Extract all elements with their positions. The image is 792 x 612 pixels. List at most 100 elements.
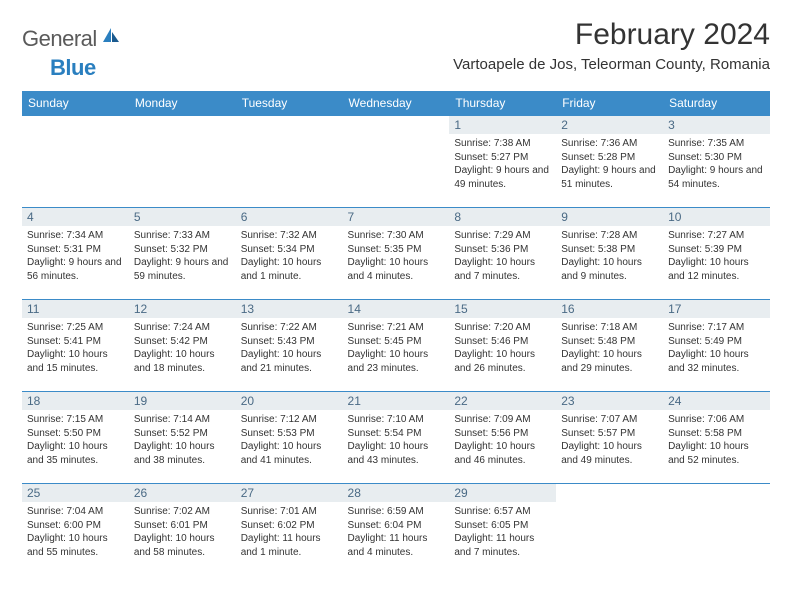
- sunset-text: Sunset: 5:32 PM: [134, 243, 231, 257]
- daylight-text: Daylight: 10 hours and 12 minutes.: [668, 256, 765, 283]
- sunset-text: Sunset: 5:56 PM: [454, 427, 551, 441]
- day-detail: Sunrise: 7:28 AMSunset: 5:38 PMDaylight:…: [556, 226, 663, 283]
- empty-day: [556, 483, 663, 502]
- calendar-cell: [663, 483, 770, 575]
- daylight-text: Daylight: 10 hours and 43 minutes.: [348, 440, 445, 467]
- daylight-text: Daylight: 10 hours and 35 minutes.: [27, 440, 124, 467]
- calendar-cell: 1Sunrise: 7:38 AMSunset: 5:27 PMDaylight…: [449, 115, 556, 207]
- sunrise-text: Sunrise: 7:32 AM: [241, 229, 338, 243]
- day-number: 27: [236, 483, 343, 502]
- calendar-cell: 14Sunrise: 7:21 AMSunset: 5:45 PMDayligh…: [343, 299, 450, 391]
- sunset-text: Sunset: 6:05 PM: [454, 519, 551, 533]
- sunset-text: Sunset: 5:58 PM: [668, 427, 765, 441]
- day-number: 14: [343, 299, 450, 318]
- sunrise-text: Sunrise: 7:04 AM: [27, 505, 124, 519]
- day-number: 1: [449, 115, 556, 134]
- sunrise-text: Sunrise: 7:14 AM: [134, 413, 231, 427]
- daylight-text: Daylight: 10 hours and 26 minutes.: [454, 348, 551, 375]
- sunset-text: Sunset: 5:31 PM: [27, 243, 124, 257]
- day-number: 6: [236, 207, 343, 226]
- day-number: 24: [663, 391, 770, 410]
- calendar-cell: 13Sunrise: 7:22 AMSunset: 5:43 PMDayligh…: [236, 299, 343, 391]
- calendar-cell: 17Sunrise: 7:17 AMSunset: 5:49 PMDayligh…: [663, 299, 770, 391]
- day-header: Saturday: [663, 91, 770, 115]
- day-detail: Sunrise: 7:15 AMSunset: 5:50 PMDaylight:…: [22, 410, 129, 467]
- daylight-text: Daylight: 9 hours and 49 minutes.: [454, 164, 551, 191]
- day-number: 21: [343, 391, 450, 410]
- day-header: Sunday: [22, 91, 129, 115]
- day-number: 2: [556, 115, 663, 134]
- sunrise-text: Sunrise: 7:29 AM: [454, 229, 551, 243]
- day-number: 19: [129, 391, 236, 410]
- day-detail: Sunrise: 7:36 AMSunset: 5:28 PMDaylight:…: [556, 134, 663, 191]
- sunset-text: Sunset: 6:02 PM: [241, 519, 338, 533]
- sunset-text: Sunset: 6:04 PM: [348, 519, 445, 533]
- daylight-text: Daylight: 10 hours and 46 minutes.: [454, 440, 551, 467]
- day-header: Tuesday: [236, 91, 343, 115]
- sunrise-text: Sunrise: 7:33 AM: [134, 229, 231, 243]
- day-detail: Sunrise: 7:06 AMSunset: 5:58 PMDaylight:…: [663, 410, 770, 467]
- sunrise-text: Sunrise: 7:06 AM: [668, 413, 765, 427]
- calendar-cell: 28Sunrise: 6:59 AMSunset: 6:04 PMDayligh…: [343, 483, 450, 575]
- daylight-text: Daylight: 10 hours and 49 minutes.: [561, 440, 658, 467]
- empty-day: [343, 115, 450, 134]
- calendar-cell: [236, 115, 343, 207]
- day-detail: Sunrise: 7:09 AMSunset: 5:56 PMDaylight:…: [449, 410, 556, 467]
- day-detail: Sunrise: 7:21 AMSunset: 5:45 PMDaylight:…: [343, 318, 450, 375]
- day-number: 22: [449, 391, 556, 410]
- calendar-cell: 12Sunrise: 7:24 AMSunset: 5:42 PMDayligh…: [129, 299, 236, 391]
- sunset-text: Sunset: 5:36 PM: [454, 243, 551, 257]
- day-number: 4: [22, 207, 129, 226]
- day-detail: Sunrise: 7:14 AMSunset: 5:52 PMDaylight:…: [129, 410, 236, 467]
- daylight-text: Daylight: 9 hours and 54 minutes.: [668, 164, 765, 191]
- day-detail: Sunrise: 7:33 AMSunset: 5:32 PMDaylight:…: [129, 226, 236, 283]
- sunrise-text: Sunrise: 6:57 AM: [454, 505, 551, 519]
- calendar-cell: [22, 115, 129, 207]
- day-number: 28: [343, 483, 450, 502]
- calendar-cell: [556, 483, 663, 575]
- sunrise-text: Sunrise: 7:24 AM: [134, 321, 231, 335]
- sunset-text: Sunset: 5:34 PM: [241, 243, 338, 257]
- calendar-cell: 7Sunrise: 7:30 AMSunset: 5:35 PMDaylight…: [343, 207, 450, 299]
- sunrise-text: Sunrise: 7:34 AM: [27, 229, 124, 243]
- day-detail: Sunrise: 7:38 AMSunset: 5:27 PMDaylight:…: [449, 134, 556, 191]
- sunrise-text: Sunrise: 7:20 AM: [454, 321, 551, 335]
- sunset-text: Sunset: 5:28 PM: [561, 151, 658, 165]
- sunset-text: Sunset: 6:01 PM: [134, 519, 231, 533]
- daylight-text: Daylight: 10 hours and 58 minutes.: [134, 532, 231, 559]
- sunset-text: Sunset: 5:49 PM: [668, 335, 765, 349]
- daylight-text: Daylight: 9 hours and 59 minutes.: [134, 256, 231, 283]
- calendar-cell: 9Sunrise: 7:28 AMSunset: 5:38 PMDaylight…: [556, 207, 663, 299]
- day-number: 3: [663, 115, 770, 134]
- daylight-text: Daylight: 10 hours and 55 minutes.: [27, 532, 124, 559]
- daylight-text: Daylight: 10 hours and 52 minutes.: [668, 440, 765, 467]
- calendar-cell: [129, 115, 236, 207]
- logo-word2: Blue: [50, 55, 96, 81]
- sunset-text: Sunset: 5:46 PM: [454, 335, 551, 349]
- day-number: 29: [449, 483, 556, 502]
- calendar-page: General February 2024 Vartoapele de Jos,…: [0, 0, 792, 585]
- day-detail: Sunrise: 6:59 AMSunset: 6:04 PMDaylight:…: [343, 502, 450, 559]
- month-title: February 2024: [453, 18, 770, 52]
- day-detail: Sunrise: 7:27 AMSunset: 5:39 PMDaylight:…: [663, 226, 770, 283]
- day-detail: Sunrise: 7:12 AMSunset: 5:53 PMDaylight:…: [236, 410, 343, 467]
- day-detail: Sunrise: 7:17 AMSunset: 5:49 PMDaylight:…: [663, 318, 770, 375]
- sunset-text: Sunset: 5:43 PM: [241, 335, 338, 349]
- calendar-cell: 19Sunrise: 7:14 AMSunset: 5:52 PMDayligh…: [129, 391, 236, 483]
- sunrise-text: Sunrise: 7:38 AM: [454, 137, 551, 151]
- day-number: 25: [22, 483, 129, 502]
- sunset-text: Sunset: 5:45 PM: [348, 335, 445, 349]
- sunrise-text: Sunrise: 7:01 AM: [241, 505, 338, 519]
- day-detail: Sunrise: 7:25 AMSunset: 5:41 PMDaylight:…: [22, 318, 129, 375]
- sunset-text: Sunset: 5:39 PM: [668, 243, 765, 257]
- logo-word1: General: [22, 26, 97, 52]
- day-header-row: Sunday Monday Tuesday Wednesday Thursday…: [22, 91, 770, 115]
- daylight-text: Daylight: 10 hours and 41 minutes.: [241, 440, 338, 467]
- day-number: 8: [449, 207, 556, 226]
- day-header: Thursday: [449, 91, 556, 115]
- sunset-text: Sunset: 5:50 PM: [27, 427, 124, 441]
- sunrise-text: Sunrise: 7:12 AM: [241, 413, 338, 427]
- calendar-cell: 10Sunrise: 7:27 AMSunset: 5:39 PMDayligh…: [663, 207, 770, 299]
- day-number: 23: [556, 391, 663, 410]
- calendar-cell: 2Sunrise: 7:36 AMSunset: 5:28 PMDaylight…: [556, 115, 663, 207]
